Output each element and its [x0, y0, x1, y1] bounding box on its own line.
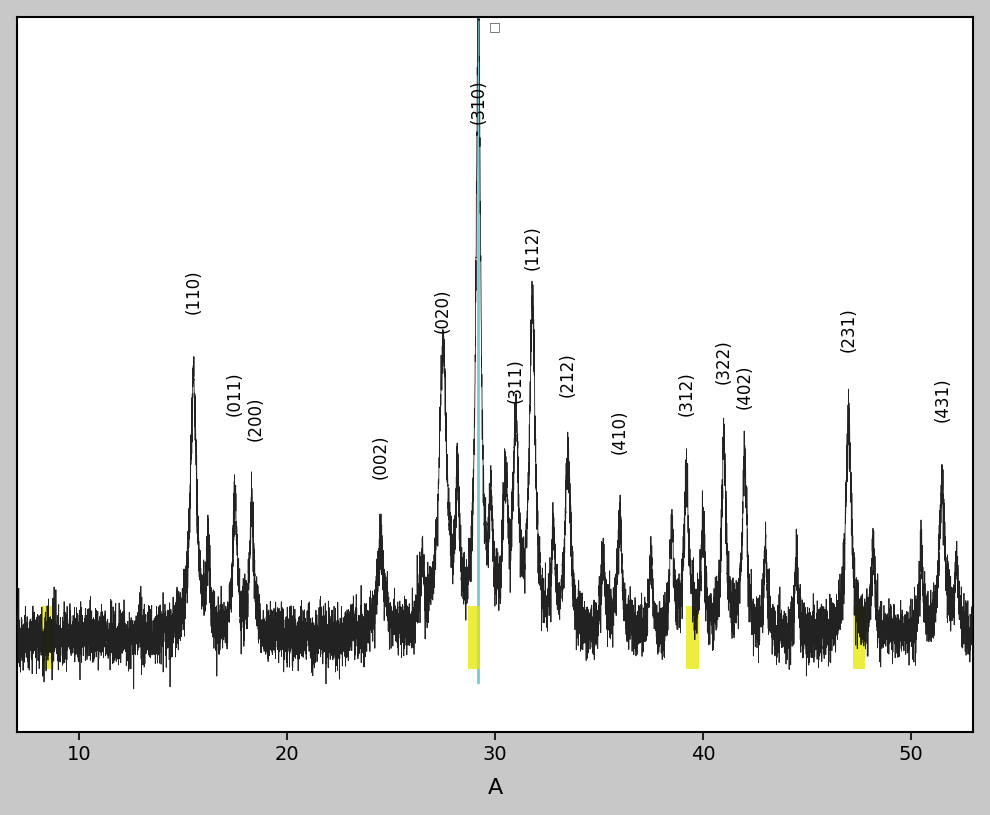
Bar	[468, 606, 480, 669]
X-axis label: A: A	[487, 778, 503, 799]
Text: (020): (020)	[434, 289, 452, 333]
Text: (011): (011)	[226, 371, 245, 416]
Text: (402): (402)	[736, 365, 753, 409]
Text: (310): (310)	[469, 80, 487, 125]
Text: (112): (112)	[524, 225, 542, 270]
Text: (322): (322)	[715, 339, 733, 384]
Text: □: □	[489, 20, 501, 33]
Text: (410): (410)	[611, 409, 629, 454]
Text: (110): (110)	[184, 270, 202, 315]
Text: (312): (312)	[677, 371, 695, 416]
Text: (212): (212)	[558, 352, 577, 397]
Bar	[42, 606, 54, 669]
Text: (002): (002)	[371, 434, 390, 479]
Bar	[686, 606, 699, 669]
Text: (200): (200)	[247, 396, 265, 441]
Bar	[852, 606, 865, 669]
Text: (431): (431)	[934, 377, 951, 422]
Text: (311): (311)	[507, 359, 525, 403]
Text: (231): (231)	[840, 307, 857, 352]
